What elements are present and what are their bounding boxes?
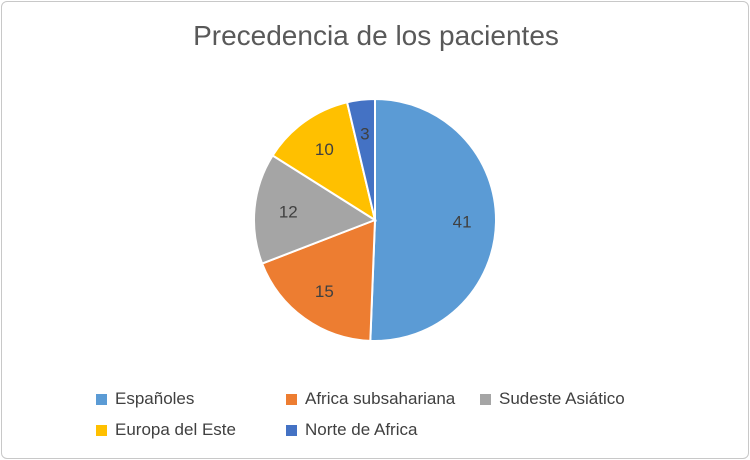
pie-slice-5 bbox=[345, 97, 376, 221]
pie-slice-2 bbox=[260, 218, 377, 342]
pie-slice-4 bbox=[271, 101, 377, 223]
data-label-2: 15 bbox=[315, 282, 334, 301]
chart-title: Precedencia de los pacientes bbox=[193, 20, 559, 51]
data-label-3: 12 bbox=[279, 203, 298, 222]
pie-slice-3 bbox=[253, 154, 378, 265]
data-label-5: 3 bbox=[360, 124, 369, 143]
pie-slice-1 bbox=[369, 97, 497, 342]
data-label-4: 10 bbox=[315, 140, 334, 159]
data-label-1: 41 bbox=[453, 213, 472, 232]
